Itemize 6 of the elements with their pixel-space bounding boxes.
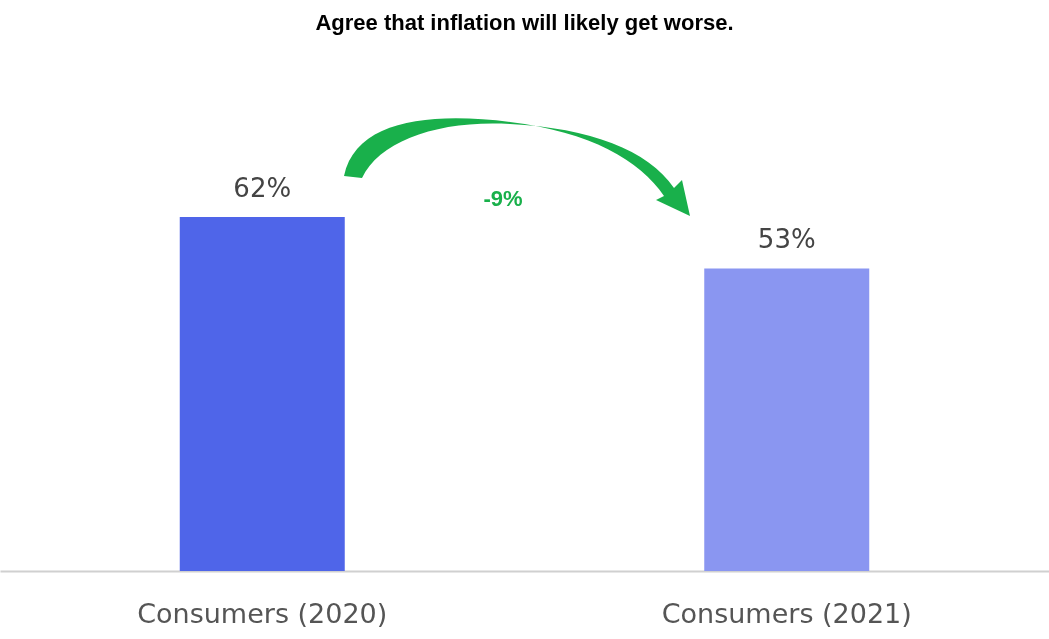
x-tick-label: Consumers (2021) — [661, 597, 912, 629]
data-label: 62% — [233, 173, 292, 203]
chart-title: Agree that inflation will likely get worse. — [315, 10, 734, 35]
text: -9% — [483, 186, 523, 211]
data-label: 53% — [757, 224, 816, 255]
x-tick-label: Consumers (2020) — [137, 597, 388, 629]
